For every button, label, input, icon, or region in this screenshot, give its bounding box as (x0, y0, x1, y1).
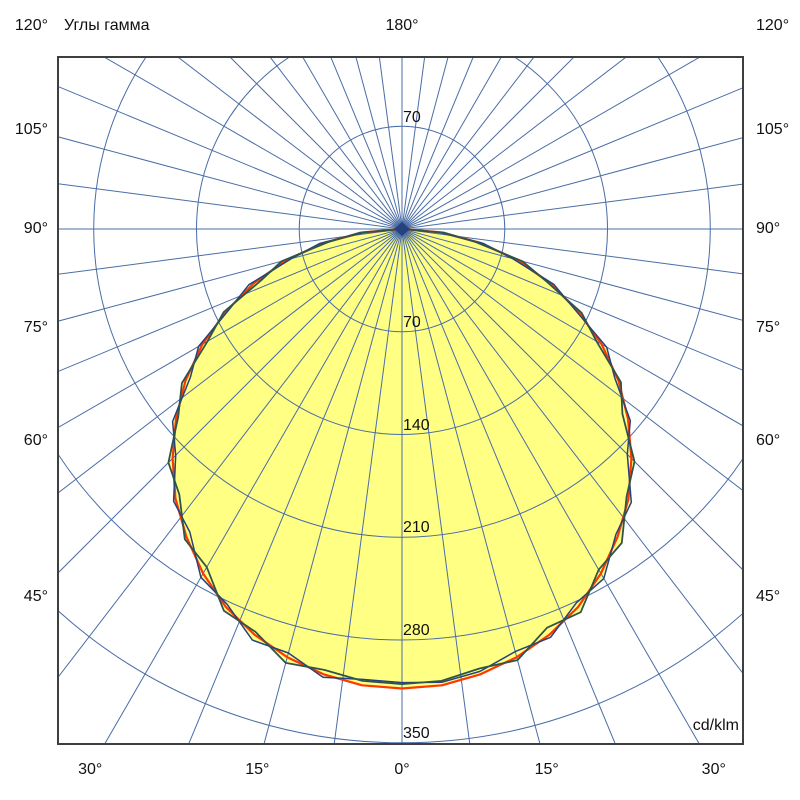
ring-label: 140 (403, 416, 430, 434)
ring-label: 350 (403, 724, 430, 742)
ring-label-above: 70 (403, 109, 421, 127)
intensity-fill (168, 229, 635, 685)
gamma-label-right: 105° (756, 121, 790, 139)
gamma-label-left: 60° (23, 432, 48, 450)
gamma-label-bottom: 15° (534, 761, 559, 778)
gamma-label-left: 120° (14, 17, 48, 34)
curve-red-smooth (171, 227, 633, 690)
gamma-label-right: 120° (756, 17, 790, 34)
curve-green-jagged (167, 228, 636, 685)
top-axis-label: 180° (385, 17, 419, 34)
gamma-label-left: 105° (14, 121, 48, 139)
curve-navy-jagged (171, 228, 633, 684)
ring-label: 70 (403, 313, 421, 331)
chart-title: Углы гамма (64, 17, 150, 34)
gamma-label-bottom: 30° (701, 761, 726, 778)
plot-frame (57, 56, 744, 745)
intensity-ring (58, 452, 743, 641)
gamma-label-right: 75° (756, 318, 781, 336)
gamma-label-right: 90° (756, 220, 781, 237)
intensity-ring (298, 125, 506, 333)
intensity-ring (196, 57, 608, 435)
gamma-label-bottom: 30° (78, 761, 103, 778)
gamma-label-bottom: 15° (245, 761, 270, 778)
intensity-ring (93, 57, 711, 538)
gamma-label-left: 45° (23, 588, 48, 605)
intensity-ring (58, 609, 743, 744)
gamma-label-left: 90° (23, 220, 48, 237)
gamma-label-left: 75° (23, 318, 48, 336)
pole-marker (394, 222, 410, 236)
ring-label: 280 (403, 622, 430, 640)
gamma-label-bottom: 0° (394, 761, 410, 778)
gamma-label-right: 60° (756, 432, 781, 450)
unit-label: cd/klm (692, 717, 739, 734)
ring-label: 210 (403, 519, 430, 537)
gamma-label-right: 45° (756, 588, 781, 605)
